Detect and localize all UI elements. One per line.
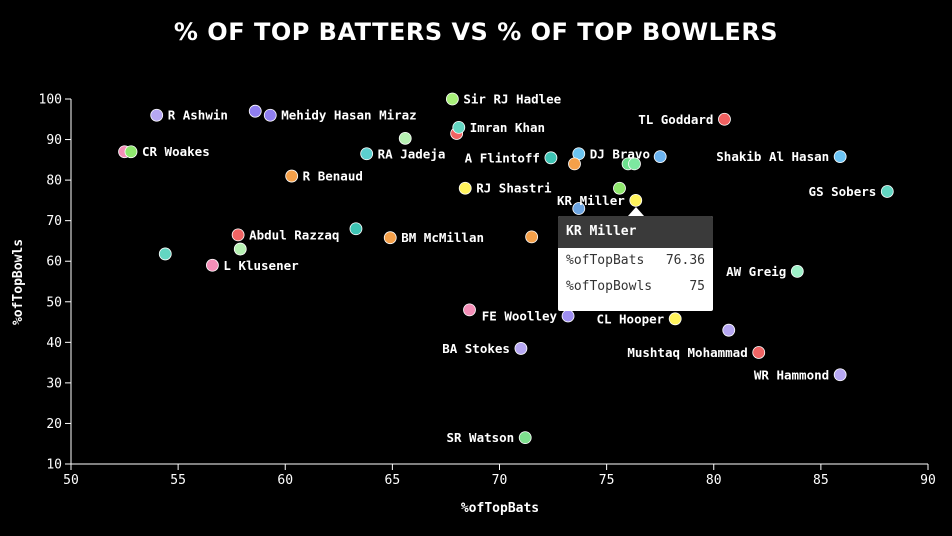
point-label: BA Stokes: [442, 341, 510, 356]
point-label: RJ Shastri: [476, 181, 552, 196]
data-point[interactable]: [653, 150, 667, 163]
data-point[interactable]: [124, 145, 138, 159]
data-point[interactable]: [383, 231, 397, 245]
point-label: AW Greig: [726, 264, 786, 279]
point-label: Imran Khan: [470, 120, 545, 135]
y-tick-label: 100: [39, 93, 62, 108]
y-tick-label: 40: [46, 336, 62, 351]
data-point[interactable]: [833, 150, 847, 163]
point-label: SR Watson: [446, 430, 514, 445]
data-point[interactable]: [285, 169, 299, 183]
y-axis-title: %ofTopBowls: [11, 239, 26, 325]
point-label: RA Jadeja: [378, 146, 446, 161]
x-axis-title: %ofTopBats: [461, 501, 539, 516]
y-tick-label: 70: [46, 214, 62, 229]
x-tick-label: 85: [813, 473, 829, 488]
x-tick-label: 65: [385, 473, 401, 488]
data-point[interactable]: [158, 247, 172, 261]
point-label: L Klusener: [223, 258, 299, 273]
data-points: [118, 92, 894, 445]
data-point[interactable]: [880, 185, 894, 198]
point-label: R Ashwin: [168, 108, 228, 123]
point-label: R Benaud: [303, 169, 363, 184]
point-label: TL Goddard: [638, 112, 713, 127]
data-point[interactable]: [718, 112, 731, 126]
point-label: Abdul Razzaq: [249, 227, 339, 242]
x-tick-label: 60: [277, 473, 293, 488]
data-point[interactable]: [463, 303, 476, 317]
data-point[interactable]: [206, 258, 219, 272]
point-label: CR Woakes: [142, 144, 210, 159]
data-point[interactable]: [722, 323, 736, 337]
y-tick-label: 30: [46, 376, 62, 391]
point-label: A Flintoff: [465, 150, 540, 165]
data-point[interactable]: [398, 131, 412, 145]
data-point[interactable]: [518, 431, 532, 445]
x-tick-label: 75: [599, 473, 615, 488]
data-point[interactable]: [561, 309, 575, 323]
point-label: KR Miller: [557, 193, 625, 208]
y-tick-label: 80: [46, 174, 62, 189]
y-tick-label: 50: [46, 295, 62, 310]
tooltip-value: 76.36: [665, 253, 705, 268]
data-point[interactable]: [833, 368, 847, 382]
data-point[interactable]: [568, 157, 581, 171]
x-tick-label: 50: [63, 473, 79, 488]
data-point[interactable]: [629, 193, 643, 207]
data-point[interactable]: [150, 108, 164, 122]
tooltip-arrow: [628, 207, 644, 216]
point-label: Shakib Al Hasan: [716, 149, 829, 164]
point-label: GS Sobers: [809, 184, 877, 199]
data-point[interactable]: [360, 147, 374, 161]
data-point[interactable]: [613, 181, 626, 195]
point-label: WR Hammond: [754, 367, 829, 382]
data-point[interactable]: [628, 157, 641, 171]
x-tick-label: 55: [170, 473, 186, 488]
data-point[interactable]: [458, 181, 472, 195]
point-labels: R Ashwin Mehidy Hasan Miraz Sir RJ Hadlee I…: [142, 92, 876, 446]
tooltip: KR Miller %ofTopBats 76.36 %ofTopBowls 7…: [558, 216, 713, 311]
point-label: BM McMillan: [401, 230, 484, 245]
y-tick-label: 10: [46, 458, 62, 473]
data-point[interactable]: [452, 120, 466, 134]
data-point[interactable]: [233, 242, 247, 256]
data-point[interactable]: [544, 151, 558, 165]
data-point[interactable]: [790, 264, 804, 278]
point-label: CL Hooper: [596, 311, 664, 326]
data-point[interactable]: [231, 228, 245, 242]
y-tick-label: 60: [46, 255, 62, 270]
point-label: Sir RJ Hadlee: [463, 92, 561, 107]
tooltip-row-bowls: %ofTopBowls 75: [558, 274, 713, 300]
tooltip-row-bats: %ofTopBats 76.36: [558, 248, 713, 274]
x-tick-label: 90: [920, 473, 936, 488]
data-point[interactable]: [752, 346, 766, 359]
point-label: DJ Bravo: [590, 146, 650, 161]
tooltip-value: 75: [689, 279, 705, 294]
point-label: Mehidy Hasan Miraz: [281, 108, 416, 123]
data-point[interactable]: [263, 108, 277, 122]
data-point[interactable]: [525, 230, 539, 244]
chart-title: % OF TOP BATTERS VS % OF TOP BOWLERS: [173, 18, 779, 46]
x-tick-label: 70: [492, 473, 508, 488]
tooltip-title: KR Miller: [558, 216, 713, 248]
point-label: FE Woolley: [482, 308, 558, 323]
data-point[interactable]: [445, 92, 459, 106]
axes: 50 55 60 65 70 75 80 85 90 10 20 30 40 50 60 70 80 90 100: [39, 93, 936, 489]
x-tick-label: 80: [706, 473, 722, 488]
tooltip-key: %ofTopBats: [566, 253, 645, 268]
data-point[interactable]: [514, 342, 528, 355]
data-point[interactable]: [248, 104, 262, 118]
data-point[interactable]: [572, 202, 586, 215]
data-point[interactable]: [668, 312, 682, 326]
tooltip-key: %ofTopBowls: [566, 279, 653, 294]
data-point[interactable]: [349, 222, 363, 236]
y-tick-label: 90: [46, 133, 62, 148]
y-tick-label: 20: [46, 417, 62, 432]
point-label: Mushtaq Mohammad: [627, 345, 747, 360]
